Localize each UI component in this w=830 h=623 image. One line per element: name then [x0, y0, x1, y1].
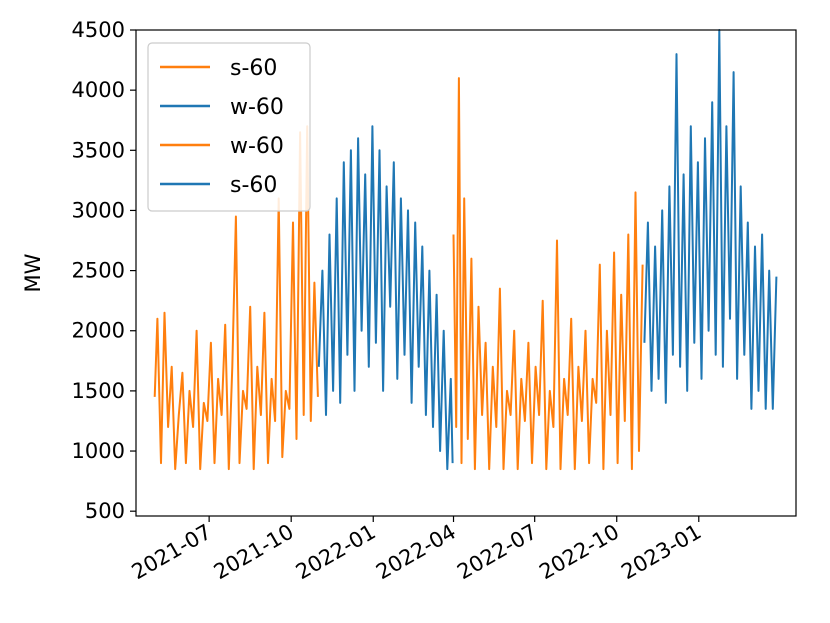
y-tick-label: 2000 — [72, 319, 125, 343]
legend-label: w-60 — [230, 95, 284, 120]
y-tick-label: 1500 — [72, 379, 125, 403]
series-line-3 — [452, 77, 644, 471]
y-tick-label: 1000 — [72, 439, 125, 463]
y-tick-label: 3000 — [72, 198, 125, 222]
legend-label: s-60 — [230, 56, 277, 81]
plot-frame — [135, 29, 797, 517]
series-line-2 — [317, 125, 454, 471]
legend: s-60 w-60 w-60 s-60 — [147, 42, 311, 212]
y-axis-label: MW — [21, 253, 45, 292]
legend-label: s-60 — [230, 173, 277, 198]
series-layer — [153, 29, 778, 471]
legend-box — [147, 42, 311, 212]
series-line-1 — [153, 125, 319, 471]
y-tick-label: 2500 — [72, 259, 125, 283]
y-axis: 500 1000 1500 2000 2500 3000 3500 4000 4500 — [72, 18, 136, 523]
y-tick-label: 4000 — [72, 78, 125, 102]
y-tick-label: 4500 — [72, 18, 125, 42]
y-tick-label: 500 — [85, 499, 125, 523]
series-line-4 — [643, 29, 778, 410]
y-tick-label: 3500 — [72, 138, 125, 162]
legend-label: w-60 — [230, 134, 284, 159]
